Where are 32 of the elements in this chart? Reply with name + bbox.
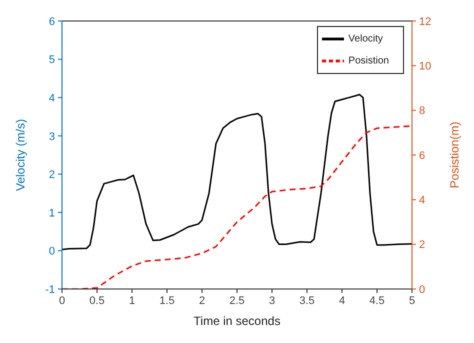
y-tick-label: 3 bbox=[48, 130, 55, 143]
y2-tick-label: 4 bbox=[419, 194, 426, 207]
x-tick-label: 3 bbox=[268, 294, 276, 307]
y-tick-label: 1 bbox=[48, 207, 55, 220]
y2-tick-label: 10 bbox=[419, 60, 432, 73]
y2-tick-label: 2 bbox=[419, 239, 426, 252]
line-series bbox=[62, 94, 412, 250]
y2-tick-label: 12 bbox=[419, 16, 432, 28]
x-axis-title: Time in seconds bbox=[194, 314, 280, 328]
x-tick-label: 4.5 bbox=[369, 294, 385, 307]
legend-label: Posistion bbox=[348, 56, 389, 67]
x-tick-label: 0.5 bbox=[89, 294, 105, 307]
y-tick-label: 2 bbox=[48, 169, 55, 182]
x-tick-label: 2 bbox=[198, 294, 206, 307]
y-axis-title: Velocity (m/s) bbox=[13, 118, 28, 192]
y2-tick-label: 0 bbox=[419, 284, 426, 296]
y2-tick-label: 8 bbox=[419, 105, 426, 118]
y-tick-label: 5 bbox=[48, 54, 55, 66]
x-tick-label: 0 bbox=[58, 294, 66, 307]
x-tick-label: 3.5 bbox=[299, 294, 315, 307]
y2-axis-title: Posistion(m) bbox=[447, 122, 462, 188]
y2-tick-label: 6 bbox=[419, 150, 426, 162]
y-tick-label: 6 bbox=[48, 16, 55, 28]
x-tick-label: 1 bbox=[128, 294, 136, 307]
x-tick-label: 1.5 bbox=[159, 294, 175, 307]
x-tick-label: 5 bbox=[408, 294, 416, 307]
x-tick-label: 4 bbox=[338, 294, 346, 307]
y-tick-label: 4 bbox=[48, 92, 55, 104]
legend-label: Velocity bbox=[348, 34, 383, 45]
y-tick-label: 0 bbox=[48, 246, 55, 258]
x-tick-label: 2.5 bbox=[229, 294, 245, 307]
y-tick-label: -1 bbox=[45, 284, 55, 296]
